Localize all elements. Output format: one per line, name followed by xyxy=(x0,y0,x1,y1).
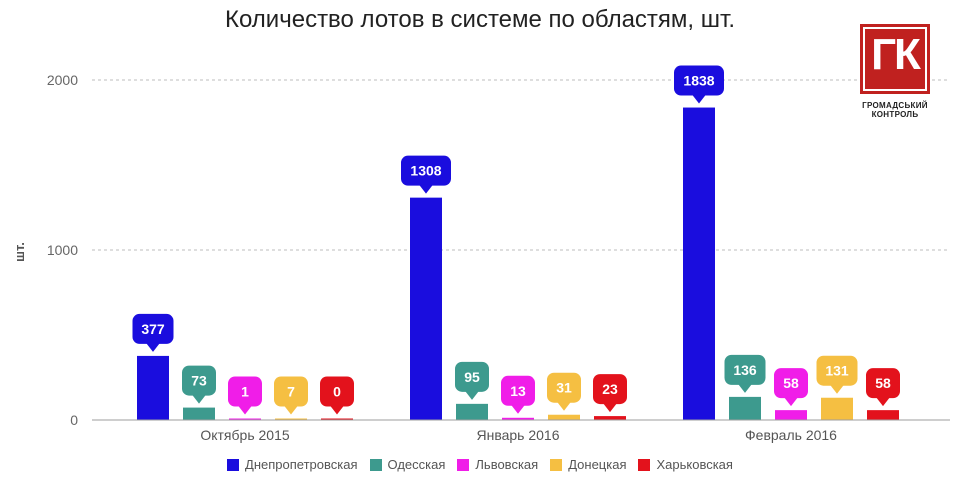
data-label-bubble xyxy=(674,65,724,96)
bar xyxy=(775,410,807,420)
legend-item: Днепропетровская xyxy=(227,457,358,472)
legend-label: Одесская xyxy=(387,457,446,472)
legend-swatch xyxy=(457,458,470,471)
data-label: 7 xyxy=(287,384,295,400)
data-label: 1838 xyxy=(683,73,714,89)
logo: ГК ГРОМАДСЬКИЙ КОНТРОЛЬ xyxy=(860,24,930,119)
data-label-pointer xyxy=(284,405,298,415)
legend-label: Днепропетровская xyxy=(245,457,358,472)
data-label-pointer xyxy=(876,397,890,407)
data-label-pointer xyxy=(784,397,798,407)
data-label-pointer xyxy=(557,401,571,411)
data-label: 13 xyxy=(510,383,526,399)
data-label-bubble xyxy=(132,313,174,344)
bar xyxy=(137,355,169,420)
legend-swatch xyxy=(227,458,240,471)
data-label-bubble xyxy=(593,374,627,405)
legend-swatch xyxy=(369,458,382,471)
data-label-pointer xyxy=(419,184,433,194)
data-label-bubble xyxy=(774,368,808,399)
data-label: 23 xyxy=(602,381,618,397)
y-tick-label: 2000 xyxy=(47,72,78,88)
data-label: 1 xyxy=(241,384,249,400)
data-label-pointer xyxy=(146,342,160,352)
y-tick-label: 0 xyxy=(70,412,78,428)
data-label: 58 xyxy=(783,375,799,391)
data-label-bubble xyxy=(274,376,308,407)
logo-box: ГК xyxy=(860,24,930,94)
legend-item: Харьковская xyxy=(638,457,733,472)
bar xyxy=(183,407,215,420)
data-label-bubble xyxy=(816,355,858,386)
data-label: 0 xyxy=(333,384,341,400)
x-tick-label: Октябрь 2015 xyxy=(200,427,290,443)
data-label-pointer xyxy=(738,383,752,393)
legend-swatch xyxy=(550,458,563,471)
data-label: 136 xyxy=(733,362,757,378)
data-label-pointer xyxy=(330,405,344,415)
bar xyxy=(548,414,580,420)
bar xyxy=(410,197,442,420)
bar xyxy=(821,397,853,420)
data-label: 95 xyxy=(464,369,480,385)
chart-title: Количество лотов в системе по областям, … xyxy=(225,6,735,33)
data-label-pointer xyxy=(603,403,617,413)
data-label: 377 xyxy=(141,321,165,337)
y-tick-label: 1000 xyxy=(47,242,78,258)
data-label-pointer xyxy=(192,394,206,404)
data-label-bubble xyxy=(501,375,535,406)
bar xyxy=(275,418,307,420)
legend-label: Львовская xyxy=(475,457,539,472)
bar xyxy=(867,410,899,420)
data-label-bubble xyxy=(228,376,262,407)
bar xyxy=(456,403,488,420)
bar xyxy=(683,107,715,420)
legend-item: Донецкая xyxy=(550,457,626,472)
data-label-bubble xyxy=(724,354,766,385)
data-label-bubble xyxy=(866,368,900,399)
data-label: 31 xyxy=(556,380,572,396)
bar xyxy=(321,418,353,420)
data-label-pointer xyxy=(830,384,844,394)
legend-swatch xyxy=(638,458,651,471)
data-label-pointer xyxy=(511,404,525,414)
legend-item: Одесская xyxy=(369,457,446,472)
bar xyxy=(594,416,626,420)
data-label-bubble xyxy=(182,365,216,396)
legend-label: Харьковская xyxy=(656,457,733,472)
legend: Днепропетровская Одесская Львовская Донецка… xyxy=(0,457,960,472)
bar xyxy=(729,396,761,420)
data-label-bubble xyxy=(320,376,354,407)
data-label-bubble xyxy=(455,361,489,392)
logo-text-line1: ГРОМАДСЬКИЙ xyxy=(862,101,928,110)
logo-text-line2: КОНТРОЛЬ xyxy=(871,110,919,119)
x-tick-label: Февраль 2016 xyxy=(745,427,837,443)
data-label: 131 xyxy=(825,363,849,379)
data-label-pointer xyxy=(465,390,479,400)
y-axis-label: шт. xyxy=(12,242,27,262)
legend-item: Львовская xyxy=(457,457,538,472)
data-label-pointer xyxy=(238,405,252,415)
data-label: 1308 xyxy=(410,163,441,179)
data-label-pointer xyxy=(692,94,706,104)
data-label-bubble xyxy=(401,155,451,186)
x-tick-label: Январь 2016 xyxy=(476,427,559,443)
data-label-bubble xyxy=(547,372,581,403)
legend-label: Донецкая xyxy=(568,457,627,472)
bar xyxy=(502,417,534,420)
data-label: 58 xyxy=(875,375,891,391)
bar xyxy=(229,418,261,420)
logo-mark: ГК xyxy=(871,30,921,79)
data-label: 73 xyxy=(191,373,207,389)
